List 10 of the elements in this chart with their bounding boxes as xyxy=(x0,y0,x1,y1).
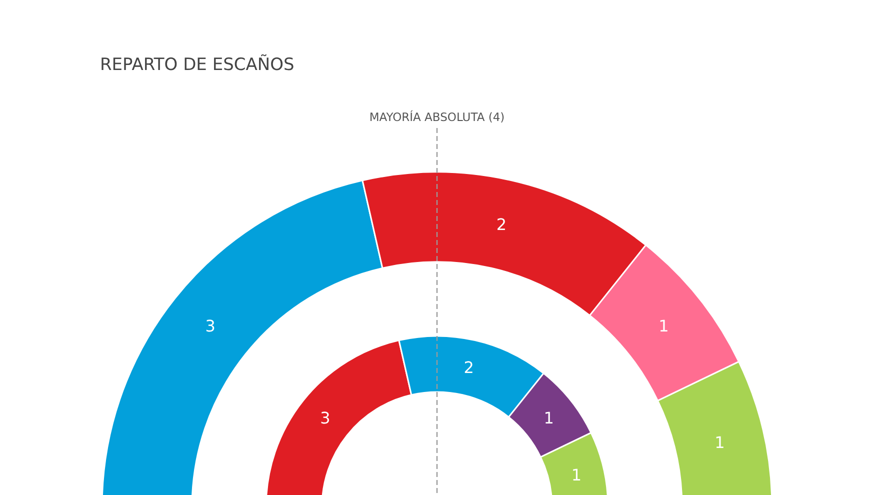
data-label: 3 xyxy=(320,408,330,428)
data-label: 2 xyxy=(464,358,474,378)
chart-title: REPARTO DE ESCAÑOS xyxy=(100,54,294,75)
data-label: 1 xyxy=(714,432,725,452)
data-label: 1 xyxy=(571,466,582,485)
text: MAYORÍA ABSOLUTA (4) xyxy=(369,110,505,124)
data-label: 2 xyxy=(496,214,507,234)
data-label: 1 xyxy=(544,408,554,428)
data-label: 1 xyxy=(658,316,669,336)
data-label: 3 xyxy=(205,316,216,336)
